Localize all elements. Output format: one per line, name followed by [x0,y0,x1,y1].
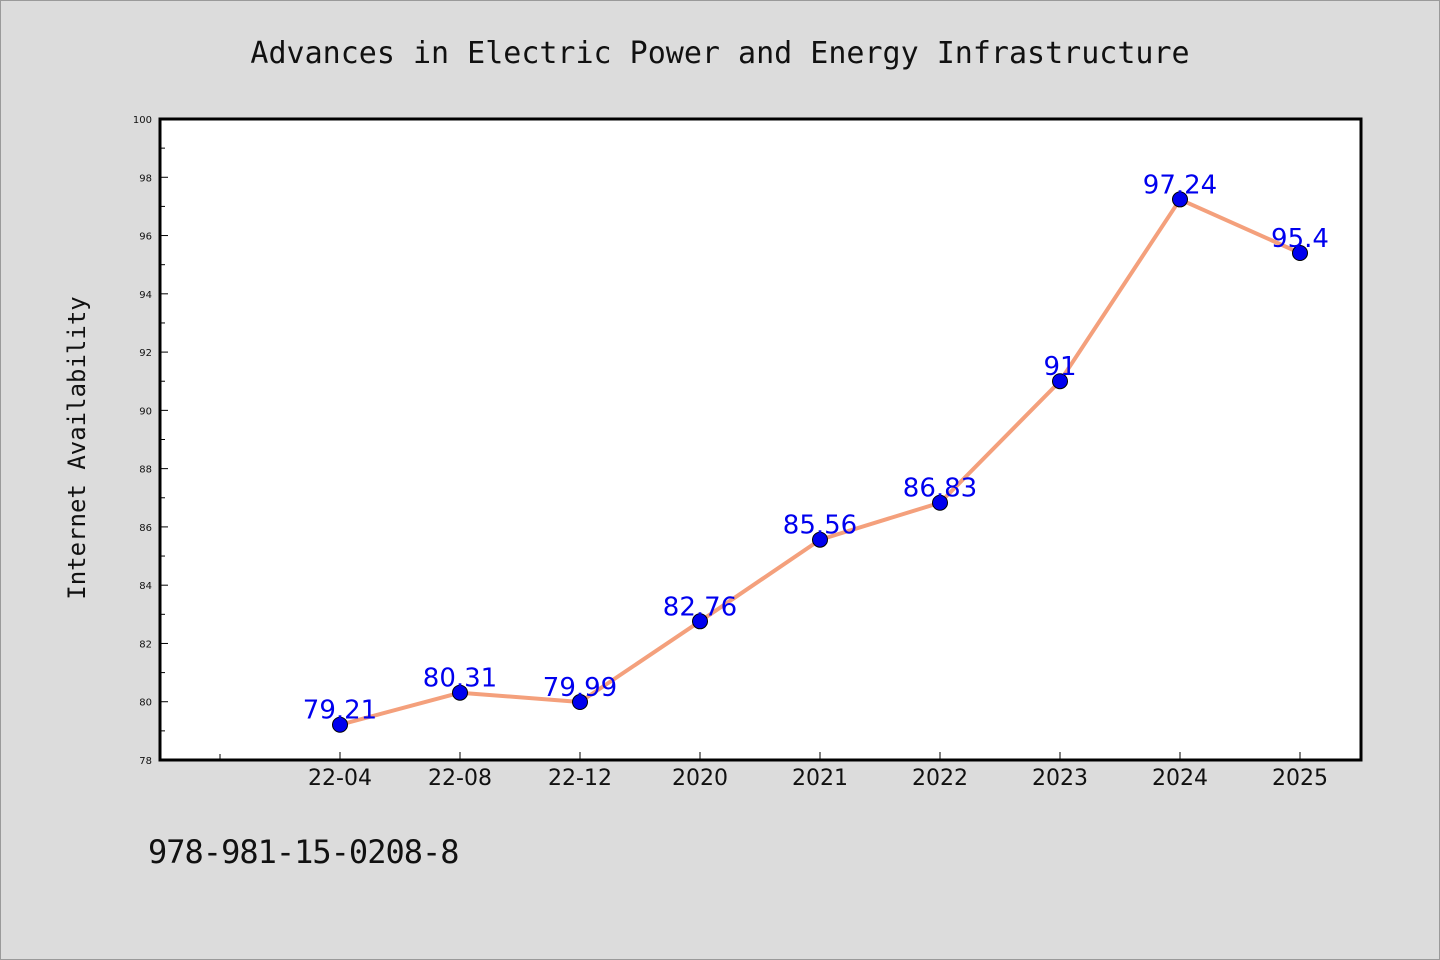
y-axis-ticks: 78 80 82 84 86 88 90 92 94 96 98 100 [133,115,168,767]
data-label: 95.4 [1271,224,1329,254]
x-tick-label: 2020 [672,766,728,791]
footer-code: 978-981-15-0208-8 [148,833,460,871]
y-tick-label: 80 [139,698,152,709]
x-tick-label: 2025 [1272,766,1328,791]
x-tick-label: 22-08 [428,766,492,791]
y-axis-label: Internet Availability [63,296,91,599]
x-tick-label: 22-04 [308,766,372,791]
y-tick-label: 96 [139,232,152,243]
data-label: 82.76 [663,592,737,622]
x-axis-ticks: 22-04 22-08 22-12 2020 2021 2022 2023 2024 2025 [219,752,1328,791]
y-tick-label: 86 [139,523,152,534]
plot-area [158,117,1363,762]
data-point [572,694,588,711]
data-point [692,613,708,630]
x-tick-label: 22-12 [548,766,612,791]
data-point [1172,191,1188,208]
data-label: 79.21 [303,696,377,726]
x-tick-label: 2021 [792,766,848,791]
data-point [932,494,948,511]
data-point [332,716,348,733]
data-label: 97.24 [1143,170,1217,200]
x-tick-label: 2023 [1032,766,1088,791]
data-point [1052,373,1068,390]
data-label: 80.31 [423,664,497,694]
y-tick-label: 94 [139,290,152,301]
y-tick-label: 90 [139,406,152,417]
data-point [452,684,468,701]
data-label: 79.99 [543,673,617,703]
data-label: 85.56 [783,511,857,541]
y-tick-label: 92 [139,348,152,359]
chart-title: Advances in Electric Power and Energy In… [250,36,1189,71]
y-tick-label: 78 [139,756,152,767]
x-tick-label: 2022 [912,766,968,791]
data-label: 91 [1043,352,1076,382]
y-tick-label: 100 [133,115,152,126]
y-tick-label: 82 [139,639,152,650]
y-tick-label: 98 [139,173,152,184]
data-point [1292,245,1308,262]
y-tick-label: 88 [139,465,152,476]
x-tick-label: 2024 [1152,766,1208,791]
y-tick-label: 84 [139,581,152,592]
data-point [812,531,828,548]
series-group: 79.21 80.31 79.99 82.76 85.56 86.83 91 97.24 95.… [303,170,1329,733]
data-label: 86.83 [903,474,977,504]
